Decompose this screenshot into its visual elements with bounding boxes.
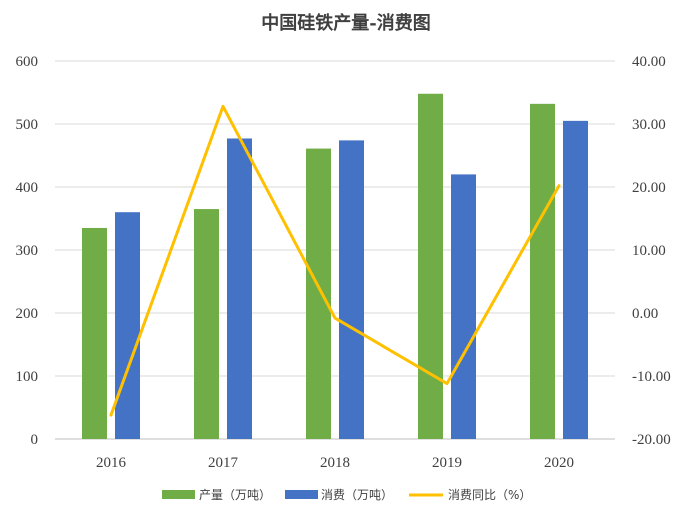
left-tick-label: 400	[16, 180, 39, 196]
left-tick-label: 0	[31, 432, 39, 448]
left-tick-label: 600	[16, 54, 39, 70]
legend: 产量（万吨） 消费（万吨） 消费同比（%）	[162, 488, 531, 502]
bar-consumption-2016	[115, 212, 140, 439]
bar-consumption-2018	[339, 140, 364, 439]
right-tick-label: 20.00	[632, 180, 666, 196]
bar-production-2019	[418, 93, 443, 439]
bar-production-2020	[530, 103, 555, 439]
x-tick-label: 2016	[96, 455, 127, 471]
bar-production-2018	[306, 148, 331, 439]
bar-production-2017	[194, 209, 219, 439]
bar-consumption-2020	[563, 120, 588, 439]
chart-title: 中国硅铁产量-消费图	[261, 12, 430, 34]
left-tick-label: 500	[16, 117, 39, 133]
legend-consumption-label: 消费（万吨）	[321, 488, 393, 502]
right-tick-label: -10.00	[632, 369, 671, 385]
right-axis-ticks: -20.00 -10.00 0.00 10.00 20.00 30.00 40.00	[632, 54, 671, 448]
bar-production-2016	[82, 227, 107, 439]
bar-consumption-2019	[451, 174, 476, 439]
yoy-line-layer	[109, 104, 561, 417]
legend-production-label: 产量（万吨）	[199, 488, 271, 502]
right-tick-label: 30.00	[632, 117, 666, 133]
yoy-line	[109, 104, 561, 417]
left-tick-label: 200	[16, 306, 39, 322]
right-tick-label: 10.00	[632, 243, 666, 259]
left-tick-label: 100	[16, 369, 39, 385]
x-tick-label: 2020	[544, 455, 574, 471]
left-axis-ticks: 0 100 200 300 400 500 600	[16, 54, 39, 448]
right-tick-label: 40.00	[632, 54, 666, 70]
x-axis-ticks: 2016 2017 2018 2019 2020	[96, 455, 574, 471]
legend-yoy-label: 消费同比（%）	[448, 488, 531, 502]
left-tick-label: 300	[16, 243, 39, 259]
bars	[82, 93, 588, 440]
bar-consumption-2017	[227, 138, 252, 440]
legend-production-swatch	[162, 490, 195, 499]
right-tick-label: -20.00	[632, 432, 671, 448]
x-tick-label: 2018	[320, 455, 350, 471]
x-tick-label: 2019	[432, 455, 462, 471]
legend-consumption-swatch	[285, 490, 318, 499]
right-tick-label: 0.00	[632, 306, 658, 322]
x-tick-label: 2017	[208, 455, 239, 471]
